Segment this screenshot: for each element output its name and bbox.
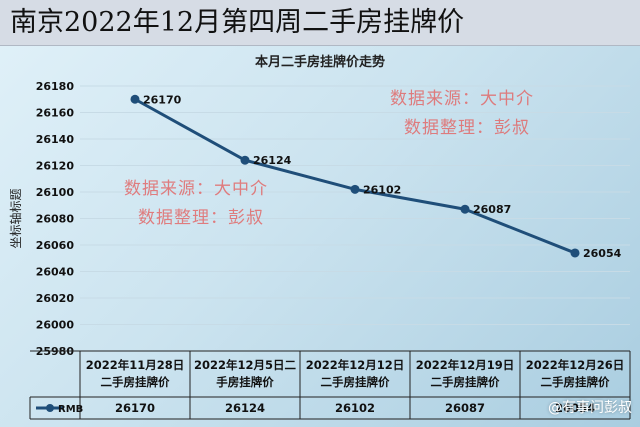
x-category-label-0-line-1: 二手房挂牌价	[101, 375, 170, 389]
data-point-0	[130, 94, 140, 104]
x-category-label-3-line-0: 2022年12月19日	[416, 358, 515, 372]
watermark-2-line1: 数据来源：大中介	[124, 179, 268, 199]
y-tick-label-10: 26180	[36, 80, 75, 93]
legend-marker	[46, 404, 54, 412]
page-title: 南京2022年12月第四周二手房挂牌价	[0, 0, 640, 46]
data-point-3	[460, 204, 470, 214]
line-chart: 本月二手房挂牌价走势坐标轴标题2598026000260202604026060…	[8, 54, 631, 420]
table-value-0: 26170	[115, 401, 155, 415]
x-category-label-3-line-1: 二手房挂牌价	[431, 375, 500, 389]
logo-watermark: @有事问彭叔	[548, 400, 632, 416]
x-category-label-2-line-1: 二手房挂牌价	[321, 375, 390, 389]
watermark-1-line2: 数据整理：彭叔	[404, 118, 530, 138]
watermark-2-line2: 数据整理：彭叔	[138, 208, 264, 228]
chart-area: 本月二手房挂牌价走势 坐标轴标题 25980 26000 26020 26040 26060…	[0, 46, 640, 427]
data-label-1: 26124	[253, 154, 292, 167]
table-value-2: 26102	[335, 401, 375, 415]
x-category-label-0-line-0: 2022年11月28日	[86, 358, 185, 372]
watermark-1: 数据来源：大中介 数据整理：彭叔	[390, 84, 534, 138]
data-point-4	[570, 248, 580, 258]
y-axis-title: 坐标轴标题	[8, 188, 23, 248]
watermark-1-line1: 数据来源：大中介	[390, 89, 534, 109]
y-tick-label-4: 26060	[36, 239, 75, 252]
table-value-1: 26124	[225, 401, 265, 415]
data-point-1	[240, 155, 250, 165]
y-tick-label-9: 26160	[36, 107, 75, 120]
chart-title: 本月二手房挂牌价走势	[255, 54, 385, 70]
data-label-3: 26087	[473, 203, 511, 216]
data-label-0: 26170	[143, 93, 182, 106]
y-tick-label-7: 26120	[36, 160, 75, 173]
x-category-label-1-line-0: 2022年12月5日二	[194, 358, 297, 372]
x-category-label-2-line-0: 2022年12月12日	[306, 358, 405, 372]
data-label-2: 26102	[363, 183, 401, 196]
y-tick-label-6: 26100	[36, 186, 75, 199]
data-point-2	[350, 184, 360, 194]
x-category-label-4-line-1: 二手房挂牌价	[541, 375, 610, 389]
x-category-label-4-line-0: 2022年12月26日	[526, 358, 625, 372]
y-tick-label-8: 26140	[36, 133, 75, 146]
table-value-3: 26087	[445, 401, 485, 415]
watermark-2: 数据来源：大中介 数据整理：彭叔	[124, 174, 268, 228]
legend-series-name: RMB	[58, 404, 83, 415]
y-tick-label-5: 26080	[36, 213, 75, 226]
y-tick-label-2: 26020	[36, 292, 75, 305]
data-label-4: 26054	[583, 247, 622, 260]
y-tick-label-3: 26040	[36, 266, 75, 279]
x-category-label-1-line-1: 手房挂牌价	[216, 375, 274, 389]
y-tick-label-1: 26000	[36, 319, 75, 332]
table-value-4: 26054	[555, 401, 595, 415]
